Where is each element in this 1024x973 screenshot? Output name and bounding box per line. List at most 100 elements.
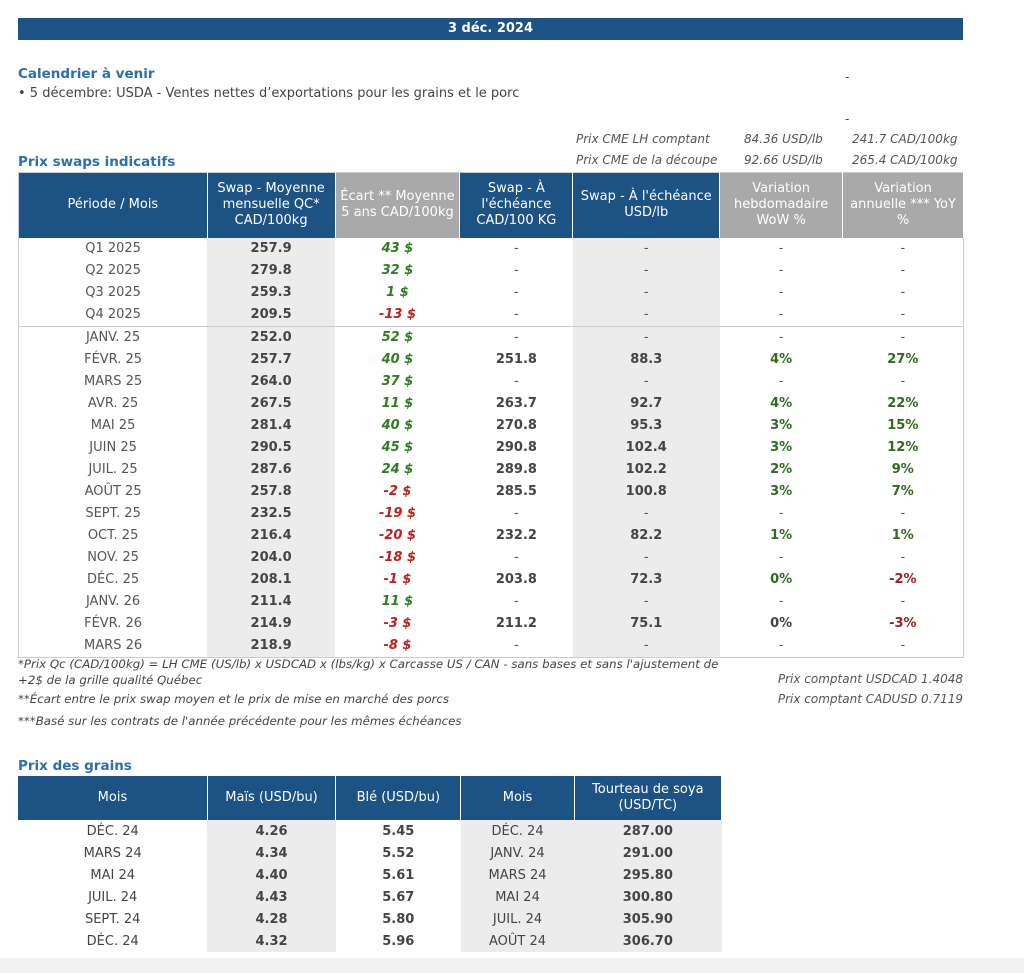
wow-cell: - [778, 285, 784, 300]
cad-swap-cell: 203.8 [495, 572, 537, 587]
wheat-cell: 5.67 [382, 889, 415, 905]
swap-row: MAI 25 281.4 40 $ 270.8 95.3 3% 15% [19, 414, 964, 437]
month-cell: MAI 24 [90, 867, 135, 883]
spread-cell: -8 $ [383, 638, 412, 653]
corn-cell: 4.26 [207, 820, 336, 842]
period-cell: JANV. 26 [85, 594, 141, 609]
col-header-month-2: Mois [460, 776, 575, 820]
wheat-cell: 5.45 [382, 823, 415, 839]
wow-cell: - [778, 374, 784, 389]
period-cell: FÉVR. 26 [84, 616, 143, 631]
soymeal-cell: 291.00 [574, 842, 722, 864]
cad-swap-cell: 263.7 [495, 396, 537, 411]
cad-swap-cell: 285.5 [495, 484, 537, 499]
qc-swap-cell: 204.0 [207, 546, 336, 569]
wow-cell: - [719, 325, 843, 349]
corn-cell: 4.34 [207, 842, 336, 864]
cme-cutout-label: Prix CME de la découpe [576, 153, 718, 167]
period-cell: Q2 2025 [85, 263, 141, 278]
usd-swap-cell: 102.4 [572, 436, 720, 459]
soymeal-cell: 295.80 [574, 864, 722, 886]
swap-row: DÉC. 25 208.1 -1 $ 203.8 72.3 0% -2% [19, 568, 964, 591]
cad-swap-cell: - [514, 241, 519, 256]
bottom-bar [0, 958, 1024, 973]
month-2-cell: MARS 24 [460, 864, 575, 886]
spread-cell: 11 $ [381, 396, 414, 411]
cad-swap-cell: - [514, 307, 519, 322]
wow-cell: - [778, 506, 784, 521]
qc-swap-cell: 257.9 [207, 237, 336, 260]
cadusd-rate: Prix comptant CADUSD 0.7119 [777, 692, 963, 706]
qc-swap-cell: 252.0 [207, 325, 336, 349]
col-header-usd-swap: Swap - À l'échéance USD/lb [572, 172, 721, 238]
qc-swap-cell: 216.4 [207, 524, 336, 547]
wow-cell: 3% [770, 440, 793, 455]
qc-swap-cell: 218.9 [207, 634, 336, 657]
yoy-cell: - [900, 506, 906, 521]
yoy-cell: 1% [891, 528, 914, 543]
spread-cell: 40 $ [381, 418, 414, 433]
soymeal-cell: 287.00 [574, 820, 722, 842]
col-header-wow: Variation hebdomadaire WoW % [719, 172, 844, 238]
calendar-dash: - [845, 112, 850, 126]
qc-swap-cell: 264.0 [207, 370, 336, 393]
col-header-period: Période / Mois [18, 172, 208, 238]
yoy-cell: 9% [891, 462, 914, 477]
corn-cell: 4.43 [207, 886, 336, 908]
qc-swap-cell: 208.1 [207, 568, 336, 591]
cad-swap-cell: - [514, 263, 519, 278]
usd-swap-cell: - [572, 546, 720, 569]
cad-swap-cell: - [514, 374, 519, 389]
swaps-table: Période / Mois Swap - Moyenne mensuelle … [18, 172, 964, 658]
col-header-cad-swap: Swap - À l'échéance CAD/100 KG [459, 172, 574, 238]
grains-table: Mois Maïs (USD/bu) Blé (USD/bu) Mois Tou… [18, 776, 723, 952]
spread-cell: -3 $ [383, 616, 412, 631]
month-cell: JUIL. 24 [88, 889, 138, 905]
spread-cell: -13 $ [378, 307, 417, 322]
period-cell: JUIL. 25 [88, 462, 138, 477]
usd-swap-cell: - [572, 281, 720, 304]
cme-cutout-cad: 265.4 CAD/100kg [852, 153, 958, 167]
period-cell: JUIN 25 [89, 440, 137, 455]
wheat-cell: 5.61 [382, 867, 415, 883]
swap-row: Q1 2025 257.9 43 $ - - - - [19, 237, 964, 260]
period-cell: SEPT. 25 [85, 506, 141, 521]
col-header-spread: Écart ** Moyenne 5 ans CAD/100kg [335, 172, 461, 238]
month-cell: DÉC. 24 [86, 823, 139, 839]
period-cell: Q4 2025 [85, 307, 141, 322]
grains-title: Prix des grains [18, 758, 132, 774]
swap-row: JUIN 25 290.5 45 $ 290.8 102.4 3% 12% [19, 436, 964, 459]
spread-cell: -20 $ [378, 528, 417, 543]
col-header-qc-swap: Swap - Moyenne mensuelle QC* CAD/100kg [207, 172, 336, 238]
spread-cell: 11 $ [381, 594, 414, 609]
usd-swap-cell: - [572, 237, 720, 260]
swap-row: NOV. 25 204.0 -18 $ - - - - [19, 546, 964, 569]
usd-swap-cell: 95.3 [572, 414, 720, 437]
cme-cutout-usd: 92.66 USD/lb [744, 153, 823, 167]
period-cell: AVR. 25 [87, 396, 139, 411]
cad-swap-cell: 251.8 [495, 352, 537, 367]
qc-swap-cell: 209.5 [207, 303, 336, 326]
period-cell: DÉC. 25 [87, 572, 140, 587]
col-header-month: Mois [18, 776, 208, 820]
month-cell: SEPT. 24 [84, 911, 141, 927]
cme-lh-cad: 241.7 CAD/100kg [852, 132, 958, 146]
spread-cell: 32 $ [381, 263, 414, 278]
swap-row: Q3 2025 259.3 1 $ - - - - [19, 281, 964, 304]
col-header-wheat: Blé (USD/bu) [335, 776, 462, 820]
yoy-cell: 15% [887, 418, 919, 433]
cad-swap-cell: 290.8 [495, 440, 537, 455]
col-header-soymeal: Tourteau de soya (USD/TC) [574, 776, 723, 820]
period-cell: Q3 2025 [85, 285, 141, 300]
usd-swap-cell: 92.7 [572, 392, 720, 415]
wow-cell: 2% [770, 462, 793, 477]
period-cell: Q1 2025 [85, 241, 141, 256]
calendar-item: • 5 décembre: USDA - Ventes nettes d’exp… [18, 86, 520, 101]
soymeal-cell: 305.90 [574, 908, 722, 930]
soymeal-cell: 306.70 [574, 930, 722, 952]
swap-row: AOÛT 25 257.8 -2 $ 285.5 100.8 3% 7% [19, 480, 964, 503]
swap-row: Q2 2025 279.8 32 $ - - - - [19, 259, 964, 282]
swap-row: MARS 26 218.9 -8 $ - - - - [19, 634, 964, 657]
cme-prices: Prix CME LH comptant 84.36 USD/lb 241.7 … [0, 132, 1024, 172]
yoy-cell: -3% [889, 616, 917, 631]
